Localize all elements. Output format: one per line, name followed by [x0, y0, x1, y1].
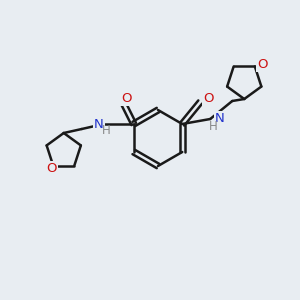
Text: O: O	[258, 58, 268, 71]
Text: N: N	[215, 112, 225, 125]
Text: N: N	[94, 118, 104, 130]
Text: O: O	[122, 92, 132, 104]
Text: H: H	[209, 119, 218, 133]
Text: O: O	[203, 92, 214, 104]
Text: H: H	[101, 124, 110, 137]
Text: O: O	[46, 162, 56, 175]
